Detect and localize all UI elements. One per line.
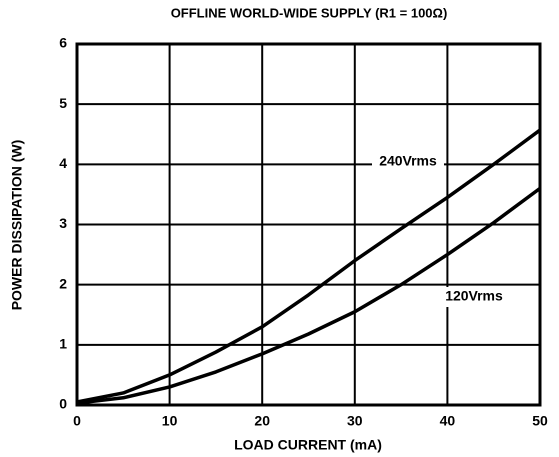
x-axis-label: LOAD CURRENT (mA)	[234, 437, 382, 453]
x-tick-label: 20	[254, 413, 270, 429]
y-tick-label: 6	[59, 35, 67, 51]
y-tick-label: 0	[59, 396, 67, 412]
y-tick-label: 2	[59, 275, 67, 291]
chart-title: OFFLINE WORLD-WIDE SUPPLY (R1 = 100Ω)	[171, 5, 448, 20]
y-tick-label: 3	[59, 215, 67, 231]
y-axis-label: POWER DISSIPATION (W)	[9, 140, 25, 311]
x-tick-label: 50	[532, 413, 548, 429]
series-label: 120Vrms	[445, 288, 503, 304]
x-tick-label: 30	[347, 413, 363, 429]
series-label: 240Vrms	[379, 153, 437, 169]
plot-border	[75, 42, 542, 407]
label-background	[438, 287, 510, 307]
x-tick-label: 10	[162, 413, 178, 429]
y-tick-label: 5	[59, 95, 67, 111]
x-tick-label: 40	[440, 413, 456, 429]
label-background	[372, 152, 444, 172]
y-tick-label: 1	[59, 336, 67, 352]
line-series	[76, 128, 542, 404]
x-tick-label: 0	[73, 413, 81, 429]
y-tick-label: 4	[59, 155, 67, 171]
line-series	[76, 186, 542, 405]
